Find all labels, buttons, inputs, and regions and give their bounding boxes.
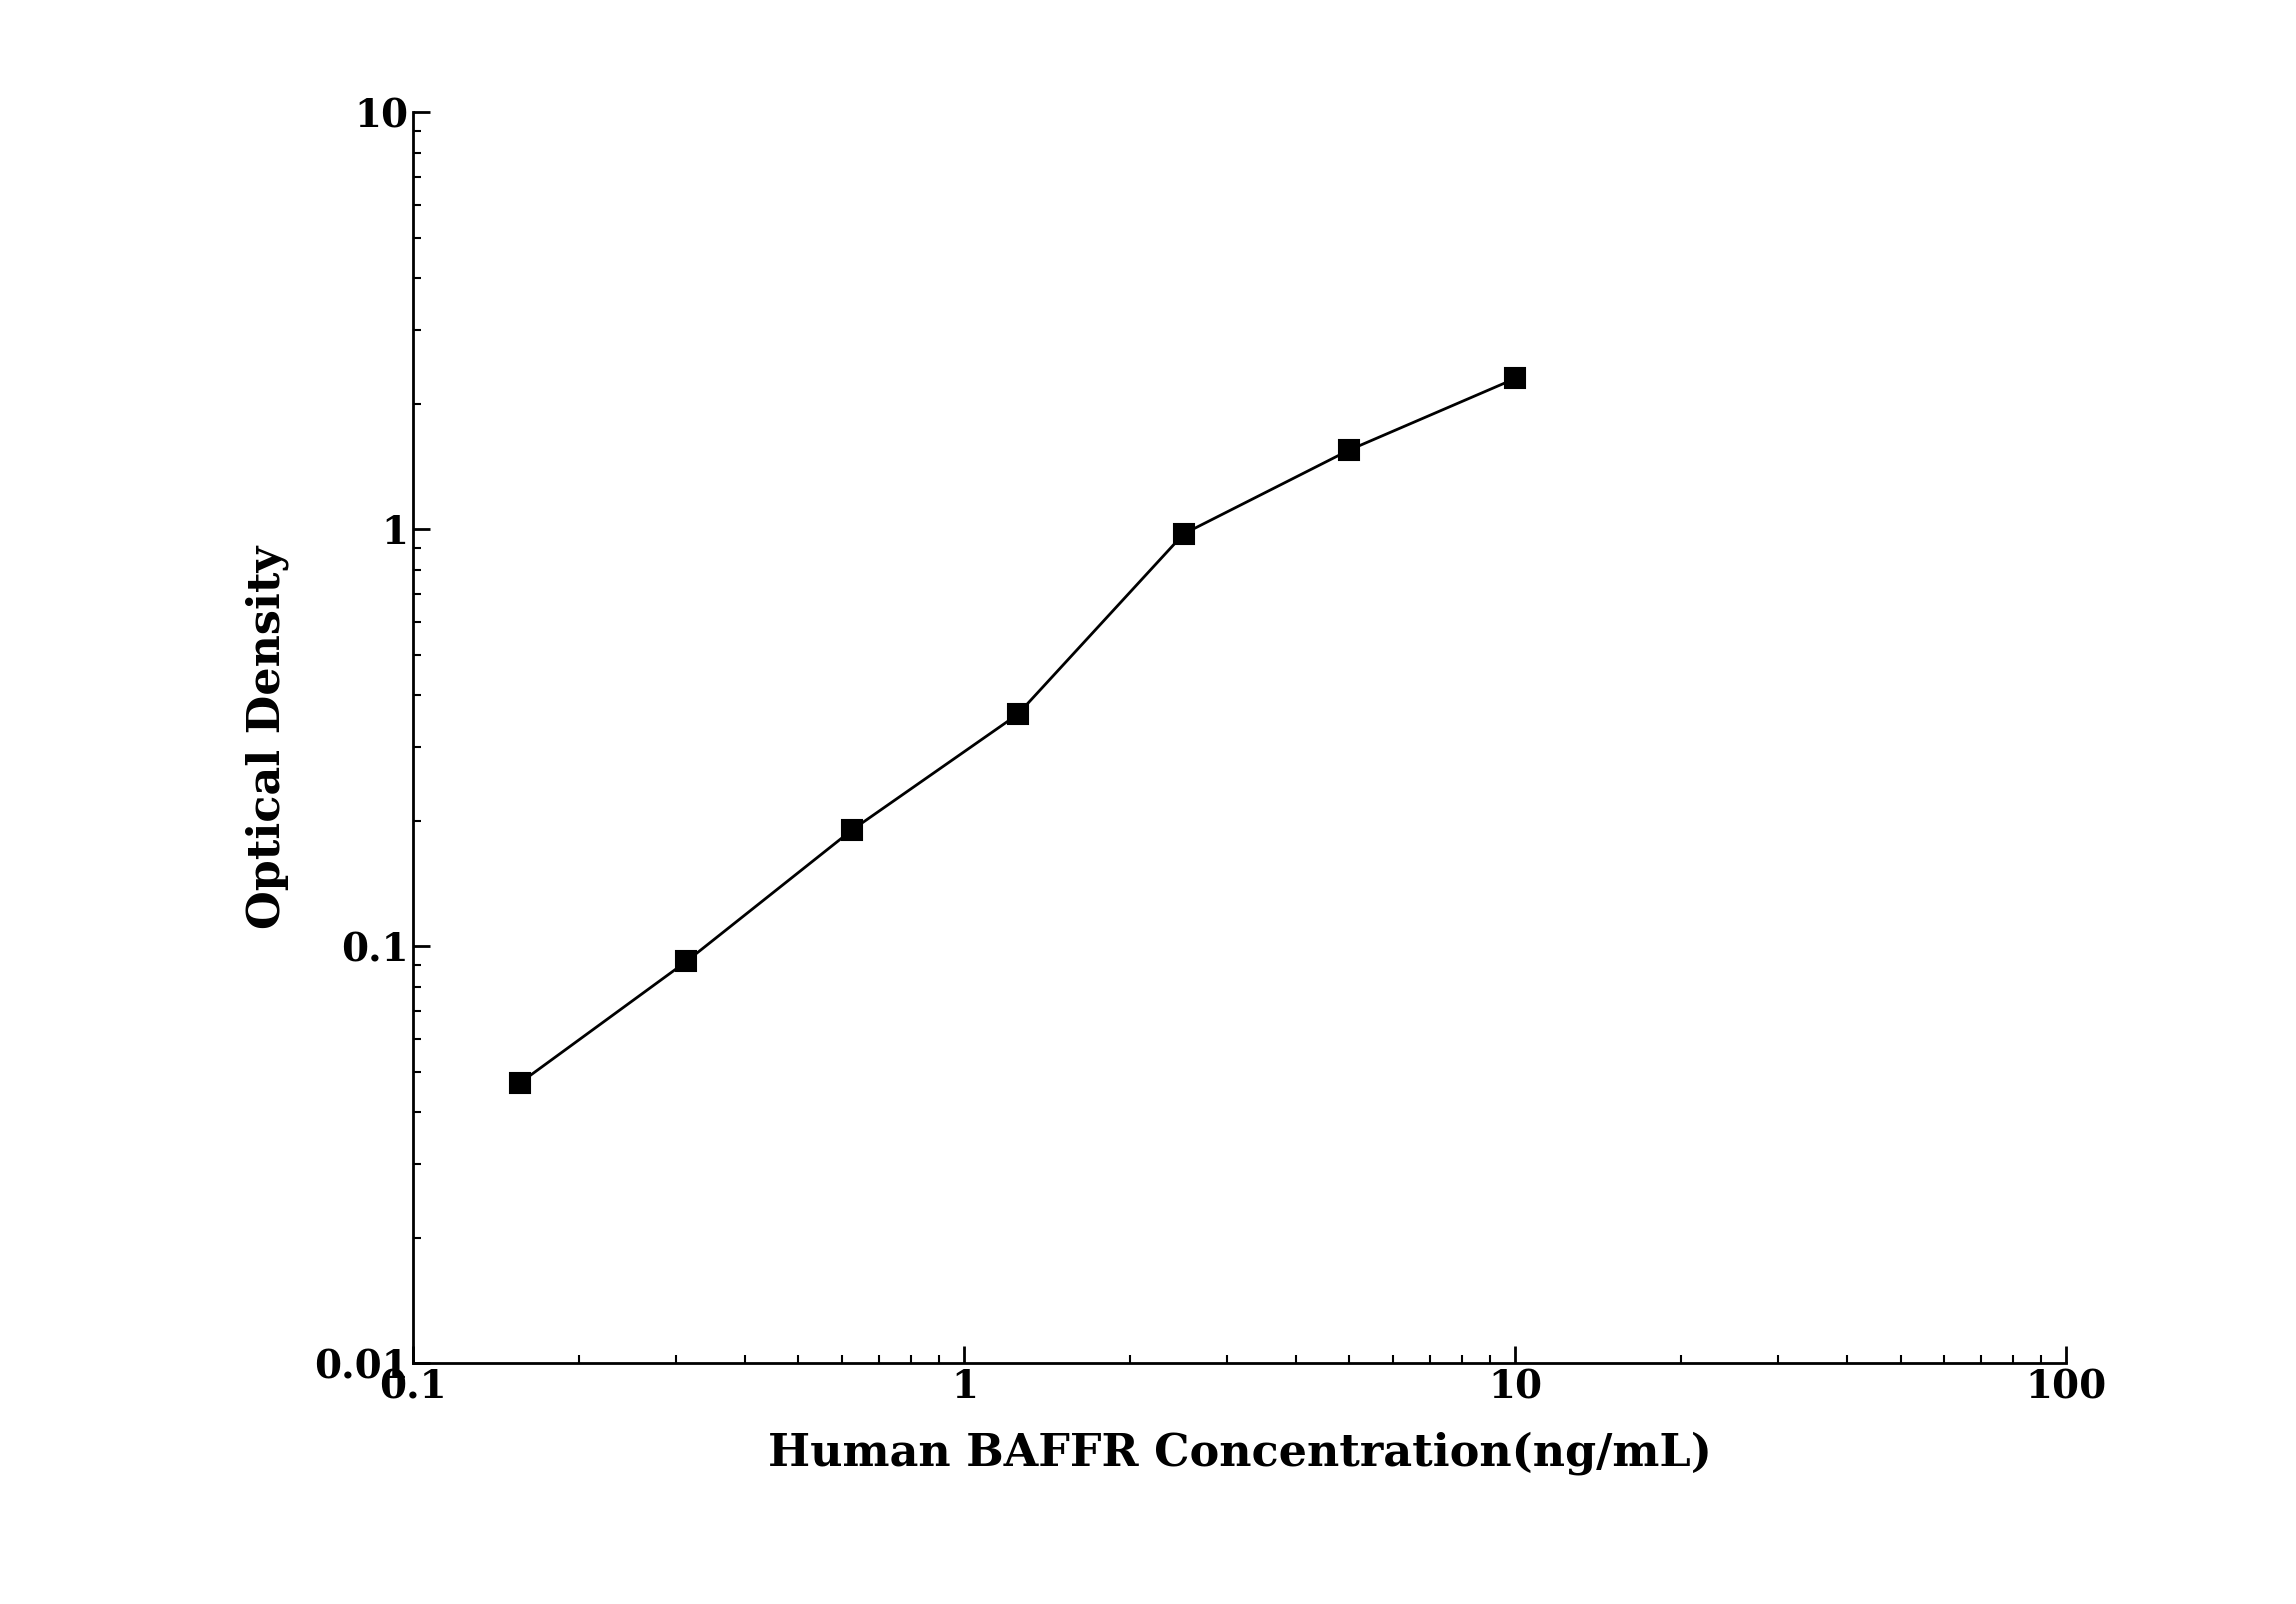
- X-axis label: Human BAFFR Concentration(ng/mL): Human BAFFR Concentration(ng/mL): [767, 1431, 1713, 1476]
- Y-axis label: Optical Density: Optical Density: [246, 547, 289, 929]
